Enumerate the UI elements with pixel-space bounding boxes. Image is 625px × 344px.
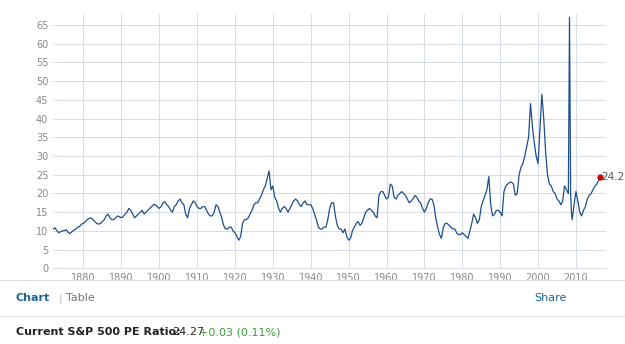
Text: f: f bbox=[514, 296, 519, 306]
Text: Current S&P 500 PE Ratio:: Current S&P 500 PE Ratio: bbox=[16, 327, 180, 337]
Text: 24.27: 24.27 bbox=[601, 172, 625, 182]
Text: 24.27: 24.27 bbox=[172, 327, 204, 337]
Text: Chart: Chart bbox=[16, 293, 50, 303]
Text: +0.03 (0.11%): +0.03 (0.11%) bbox=[199, 327, 280, 337]
Text: Table: Table bbox=[66, 293, 94, 303]
Text: Share: Share bbox=[534, 293, 567, 303]
Text: |: | bbox=[58, 293, 62, 303]
